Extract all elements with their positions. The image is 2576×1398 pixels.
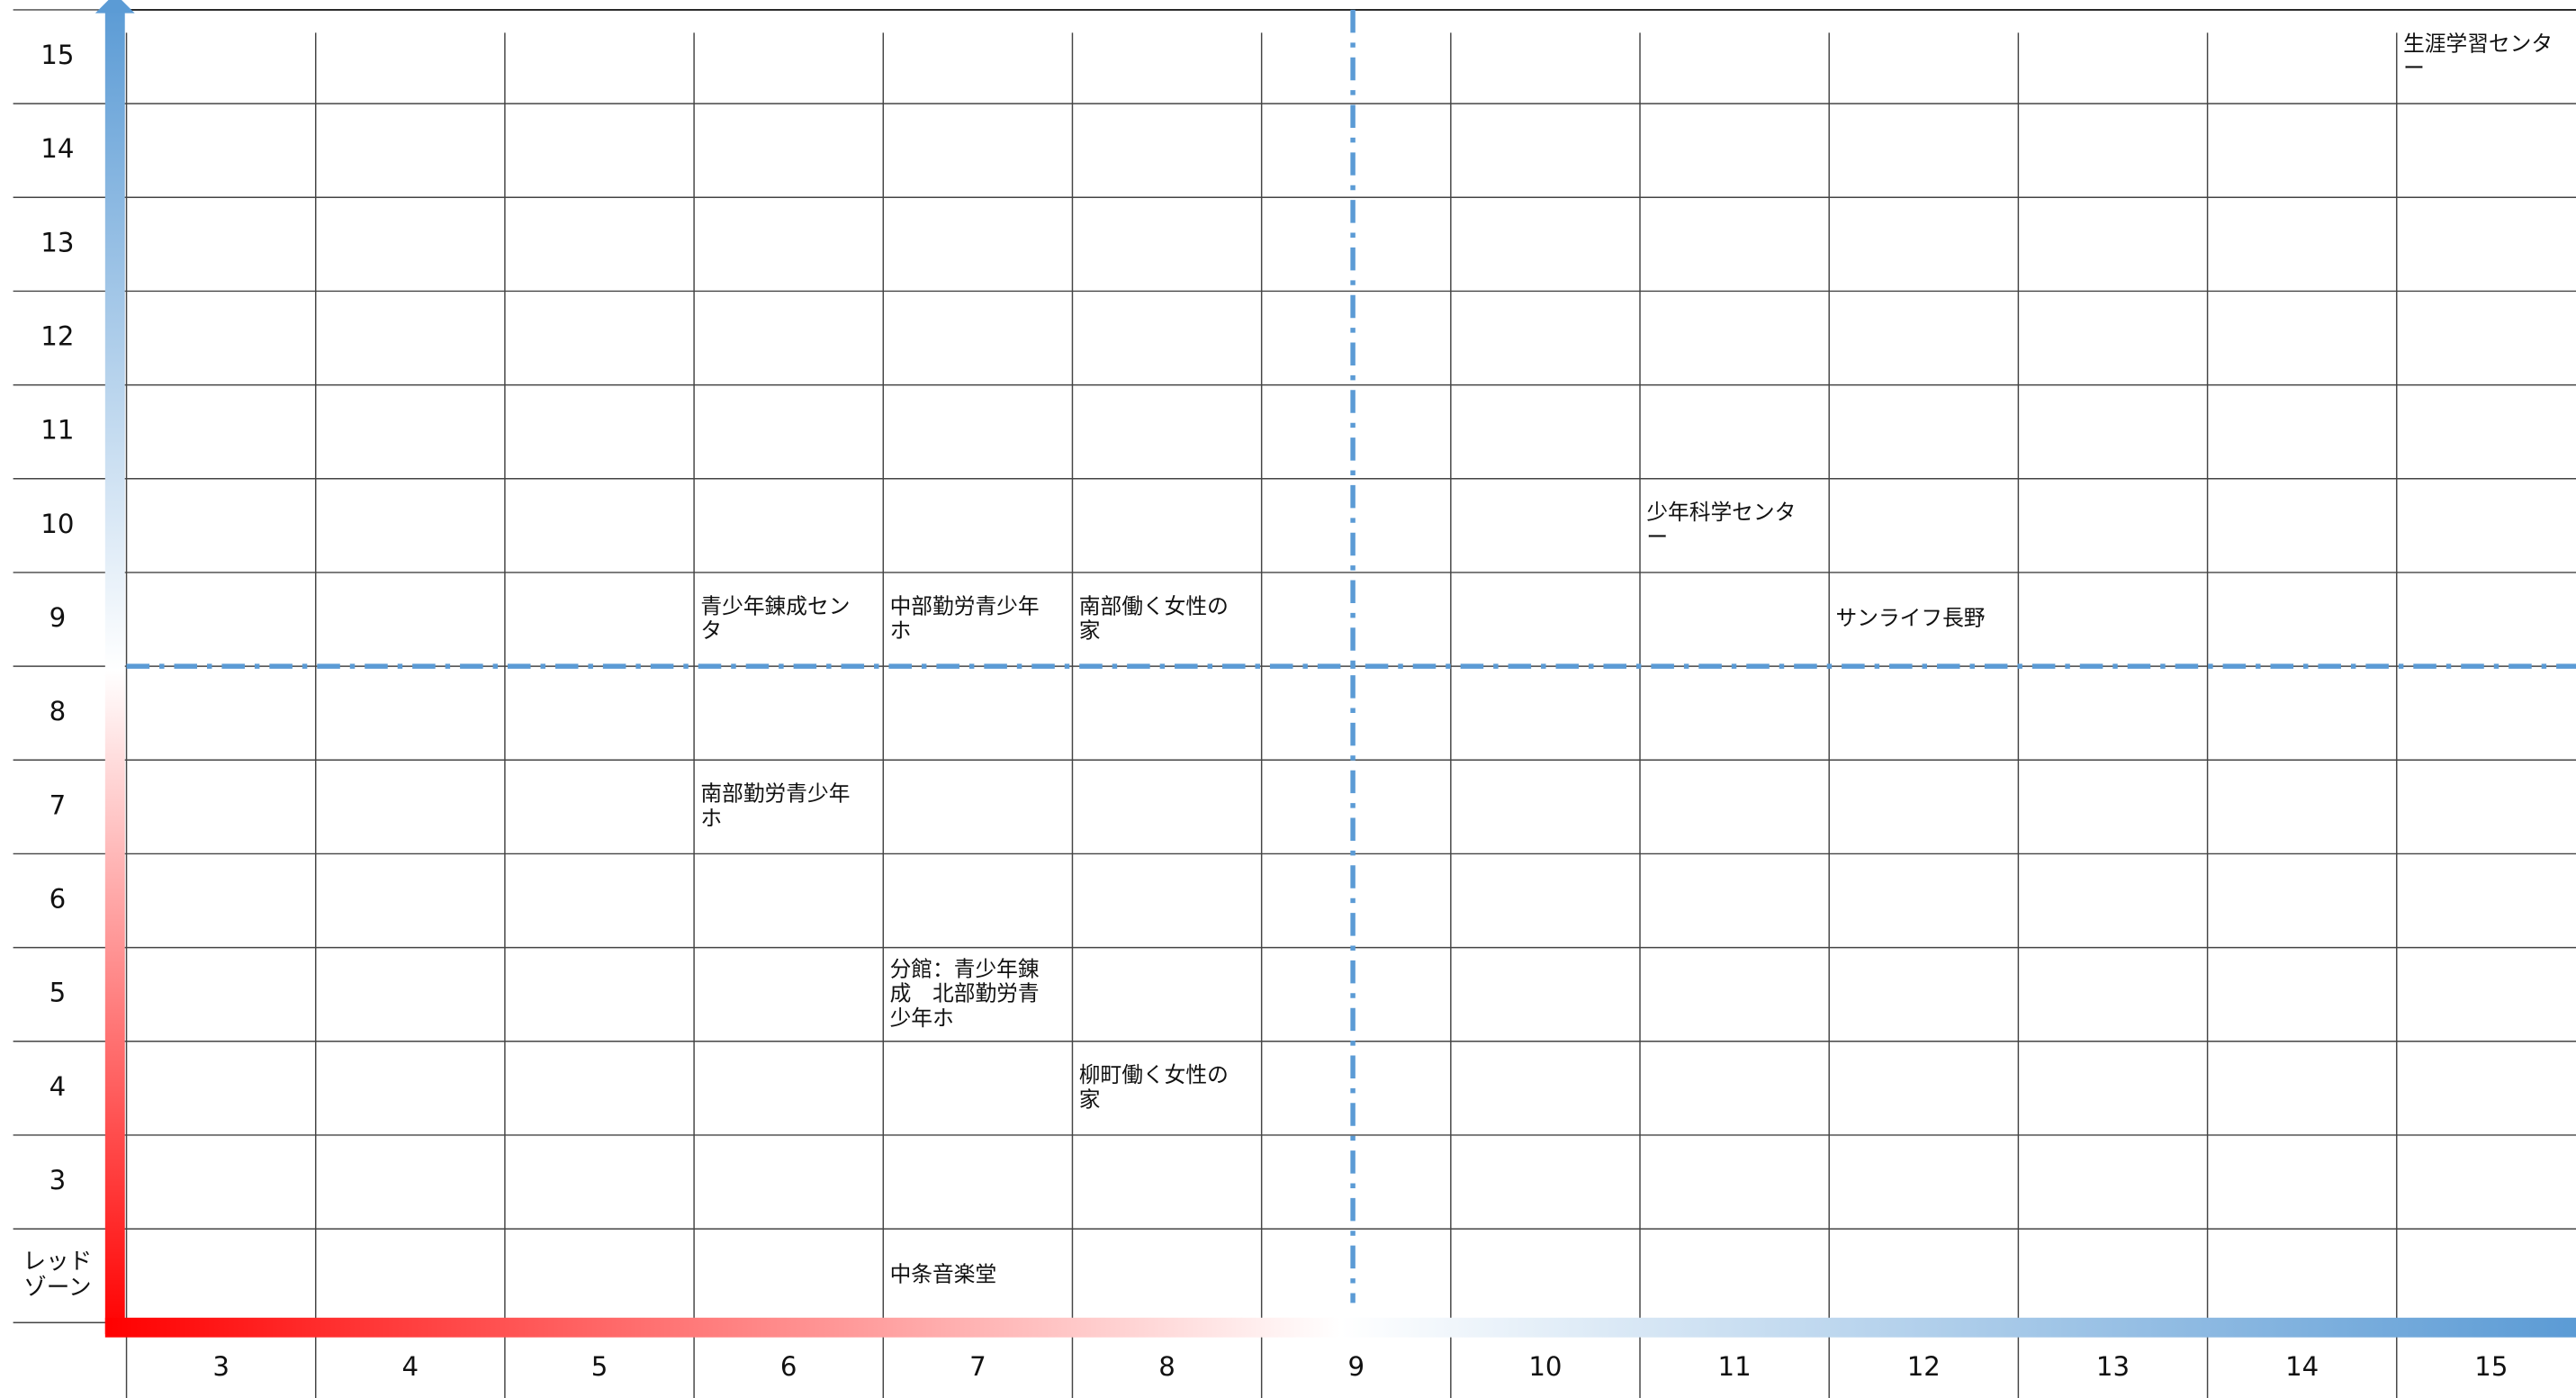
x-tick-label: 11 — [1718, 1351, 1752, 1382]
x-tick-label: 8 — [1158, 1351, 1175, 1382]
facility-label: 少年科学センター — [1646, 500, 1796, 549]
x-tick-label: 9 — [1347, 1351, 1365, 1382]
y-tick-label: 5 — [50, 978, 67, 1008]
facility-label: 南部勤労青少年ホ — [700, 780, 850, 830]
y-tick-label: 15 — [41, 40, 74, 70]
y-tick-label: レッドゾーン — [23, 1249, 93, 1302]
facility-label: 中条音楽堂 — [890, 1262, 997, 1287]
x-tick-label: 6 — [780, 1351, 797, 1382]
x-tick-label: 13 — [2096, 1351, 2130, 1382]
x-tick-label: 3 — [212, 1351, 230, 1382]
facility-label: 分館：青少年錬成 北部勤労青少年ホ — [890, 956, 1040, 1031]
x-axis-arrow — [104, 1317, 2576, 1338]
facility-label: 生涯学習センター — [2403, 31, 2553, 80]
y-axis-arrow — [104, 6, 125, 1334]
y-tick-label: 4 — [50, 1071, 67, 1102]
y-tick-label: 8 — [50, 696, 67, 726]
facility-label: サンライフ長野 — [1836, 606, 1986, 631]
y-tick-label: 9 — [50, 602, 67, 633]
x-tick-label: 5 — [591, 1351, 608, 1382]
y-tick-label: 11 — [41, 415, 74, 446]
x-tick-label: 7 — [969, 1351, 986, 1382]
y-tick-label: 7 — [50, 789, 67, 820]
x-tick-label: 10 — [1528, 1351, 1562, 1382]
facility-label: 南部働く女性の家 — [1079, 593, 1229, 643]
facility-label: 青少年錬成センタ — [700, 593, 850, 643]
y-axis-arrowhead — [95, 0, 135, 14]
y-tick-label: 3 — [50, 1165, 67, 1195]
y-tick-label: 13 — [41, 227, 74, 257]
y-tick-label: 6 — [50, 884, 67, 915]
y-tick-label: 14 — [41, 133, 74, 164]
x-tick-label: 4 — [402, 1351, 419, 1382]
x-tick-label: 12 — [1907, 1351, 1941, 1382]
y-tick-label: 12 — [41, 321, 74, 352]
facility-label: 中部勤労青少年ホ — [890, 593, 1040, 643]
facility-label: 柳町働く女性の家 — [1079, 1062, 1229, 1112]
y-tick-label: 10 — [41, 509, 74, 539]
x-tick-label: 15 — [2474, 1351, 2508, 1382]
x-tick-label: 14 — [2285, 1351, 2319, 1382]
